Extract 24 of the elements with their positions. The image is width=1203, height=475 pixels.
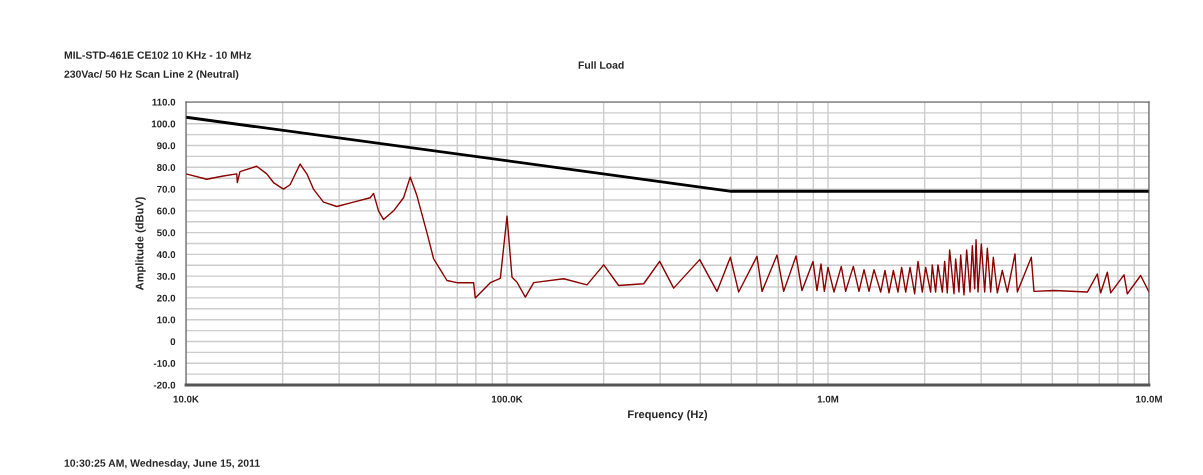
y-tick-label: 60.0 <box>157 207 176 215</box>
y-tick-label: 10.0 <box>157 316 176 324</box>
y-tick-label: 100.0 <box>151 120 176 128</box>
text: Full Load <box>578 61 624 69</box>
y-tick-label: 0 <box>170 338 176 346</box>
y-tick-label: 70.0 <box>157 185 176 193</box>
x-tick-label: 10.0K <box>173 395 199 403</box>
y-tick-label: -20.0 <box>153 381 176 389</box>
x-tick-label: 100.0K <box>491 395 523 403</box>
chart-title: MIL-STD-461E CE102 10 KHz - 10 MHz <box>64 51 252 59</box>
y-tick-label: 90.0 <box>157 142 176 150</box>
x-axis-title: Frequency (Hz) <box>628 410 708 421</box>
chart-subtitle: 230Vac/ 50 Hz Scan Line 2 (Neutral) <box>64 70 239 80</box>
y-tick-label: 80.0 <box>156 164 176 171</box>
y-tick-label: 30.0 <box>156 272 176 280</box>
y-tick-label: 40.0 <box>156 251 176 258</box>
y-tick-label: 20.0 <box>157 294 176 302</box>
text: 10:30:25 AM, Wednesday, June 15, 2011 <box>64 459 260 469</box>
y-axis-title: Amplitude (dBuV) <box>135 197 146 291</box>
x-tick-label: 10.0M <box>1136 395 1162 403</box>
x-tick-label: 1.0M <box>817 395 839 403</box>
y-tick-label: 50.0 <box>156 229 176 237</box>
y-tick-label: 110.0 <box>152 98 176 106</box>
y-tick-label: -10.0 <box>153 359 176 367</box>
